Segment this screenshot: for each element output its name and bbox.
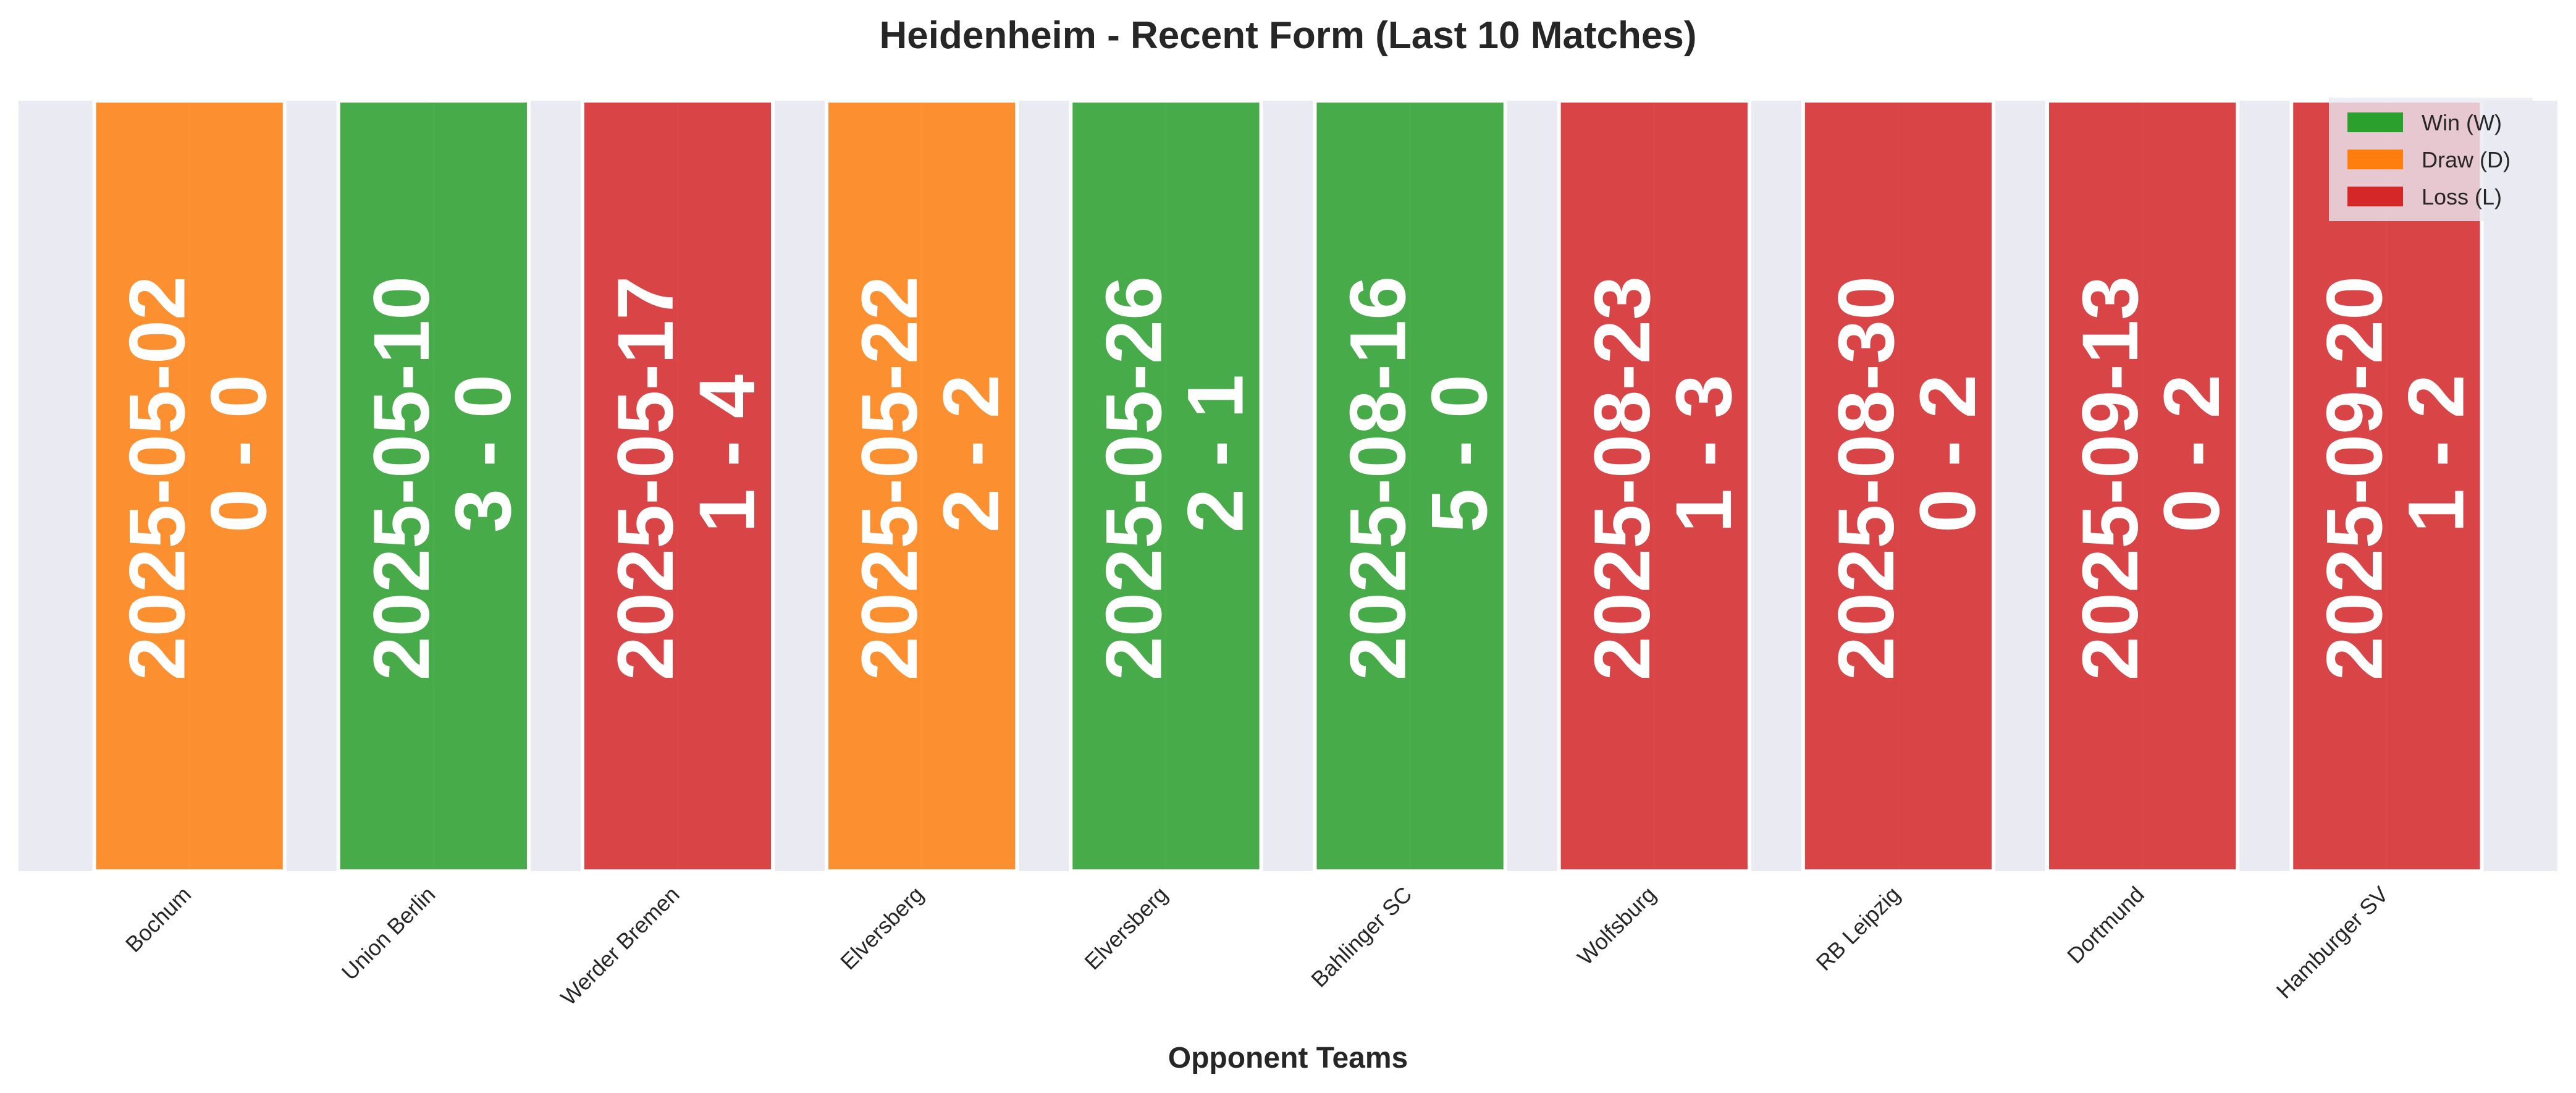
- x-tick-label: Wolfsburg: [1572, 882, 1661, 970]
- bar: [825, 99, 1019, 873]
- bar: [1313, 99, 1507, 873]
- x-tick-label: Elversberg: [1079, 882, 1172, 975]
- x-tick-labels: Bochum Union Berlin Werder Bremen Elversber…: [120, 882, 2393, 1010]
- bar-date-label: 2025-05-22: [846, 276, 934, 681]
- bar-score-label: 1 - 4: [683, 374, 772, 533]
- bar-data-label: 2025-08-231 - 3: [1578, 276, 1748, 681]
- bar-data-label: 2025-09-201 - 2: [2310, 276, 2480, 681]
- x-tick-label: RB Leipzig: [1811, 882, 1905, 976]
- legend-label: Loss (L): [2422, 184, 2502, 209]
- bar-data-label: 2025-05-171 - 4: [602, 276, 772, 681]
- bar-date-label: 2025-05-26: [1090, 276, 1178, 681]
- bar-score-label: 0 - 2: [1904, 374, 1992, 533]
- bar: [1557, 99, 1751, 873]
- bar-score-label: 0 - 0: [195, 374, 284, 533]
- x-tick-label: Bahlinger SC: [1306, 882, 1416, 992]
- x-tick-label: Dortmund: [2062, 882, 2149, 969]
- bar-date-label: 2025-05-02: [114, 276, 202, 681]
- bar: [580, 99, 775, 873]
- bar-data-label: 2025-05-103 - 0: [358, 276, 528, 681]
- bar-score-label: 3 - 0: [439, 374, 528, 533]
- bar-data-label: 2025-09-130 - 2: [2066, 276, 2236, 681]
- bar-date-label: 2025-08-16: [1334, 276, 1423, 681]
- bar: [92, 99, 287, 873]
- x-tick-label: Bochum: [120, 882, 196, 957]
- legend-label: Draw (D): [2422, 147, 2511, 172]
- legend-swatch: [2347, 150, 2403, 169]
- bar-score-label: 2 - 1: [1171, 374, 1260, 533]
- bar-date-label: 2025-08-23: [1578, 276, 1667, 681]
- legend-label: Win (W): [2422, 110, 2502, 135]
- bar-score-label: 1 - 2: [2392, 374, 2480, 533]
- chart-title: Heidenheim - Recent Form (Last 10 Matche…: [880, 14, 1697, 57]
- bar-date-label: 2025-05-17: [602, 276, 690, 681]
- bar-score-label: 5 - 0: [1416, 374, 1504, 533]
- bar-data-label: 2025-05-020 - 0: [114, 276, 284, 681]
- bar-data-label: 2025-08-300 - 2: [1822, 276, 1992, 681]
- bar-labels: 2025-05-020 - 0 2025-05-103 - 0 2025-05-17…: [114, 276, 2481, 681]
- x-tick-label: Elversberg: [835, 882, 928, 975]
- bar-data-label: 2025-05-262 - 1: [1090, 276, 1260, 681]
- legend-swatch: [2347, 187, 2403, 206]
- legend: Win (W) Draw (D) Loss (L): [2329, 98, 2533, 221]
- bar: [2289, 99, 2484, 873]
- x-tick-label: Union Berlin: [337, 882, 440, 985]
- x-tick-label: Werder Bremen: [555, 882, 684, 1010]
- bar-data-label: 2025-05-222 - 2: [846, 276, 1016, 681]
- bar: [1801, 99, 1996, 873]
- bar-score-label: 1 - 3: [1660, 374, 1748, 533]
- bar-date-label: 2025-08-30: [1822, 276, 1911, 681]
- x-axis-label: Opponent Teams: [1168, 1042, 1408, 1074]
- bar-date-label: 2025-09-20: [2310, 276, 2399, 681]
- legend-swatch: [2347, 112, 2403, 132]
- bar: [336, 99, 531, 873]
- bar-data-label: 2025-08-165 - 0: [1334, 276, 1504, 681]
- bar-score-label: 0 - 2: [2148, 374, 2236, 533]
- bar-date-label: 2025-09-13: [2066, 276, 2155, 681]
- bar: [2045, 99, 2240, 873]
- x-tick-label: Hamburger SV: [2271, 882, 2393, 1003]
- bar-score-label: 2 - 2: [927, 374, 1016, 533]
- bar: [1069, 99, 1263, 873]
- bars: [92, 99, 2484, 873]
- bar-date-label: 2025-05-10: [358, 276, 446, 681]
